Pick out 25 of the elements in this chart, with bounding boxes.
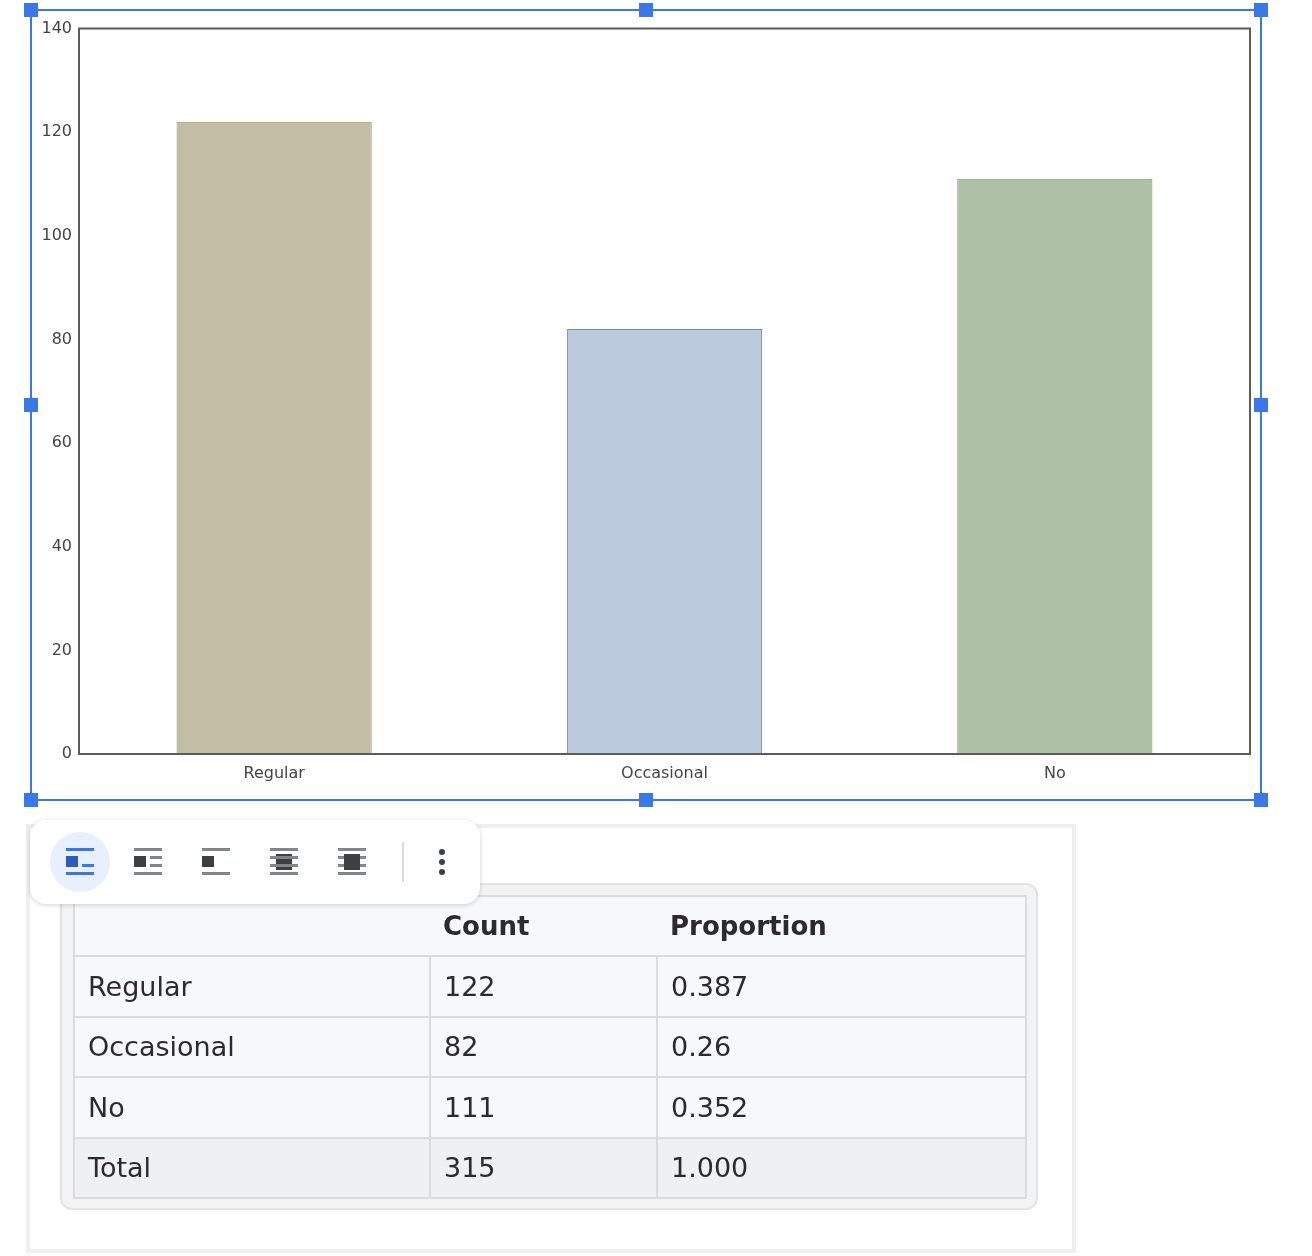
text: Total xyxy=(88,1152,152,1184)
category-label: No xyxy=(88,1091,125,1123)
y-tick-label: 20 xyxy=(51,639,72,659)
text: 0.387 xyxy=(671,971,749,1003)
text: 0.26 xyxy=(671,1031,732,1063)
y-tick-label: 40 xyxy=(51,535,72,555)
text: 82 xyxy=(444,1031,479,1063)
x-tick-label: Occasional xyxy=(621,762,708,782)
y-tick-label: 60 xyxy=(51,432,72,452)
text: Count xyxy=(443,911,530,942)
y-tick-label: 100 xyxy=(41,225,72,245)
text: Proportion xyxy=(670,911,827,942)
text: 0.352 xyxy=(671,1091,749,1123)
text: 122 xyxy=(444,971,496,1003)
category-label: Occasional xyxy=(88,1031,235,1063)
text: 1.000 xyxy=(671,1152,749,1184)
text: 111 xyxy=(444,1091,496,1123)
x-tick-label: No xyxy=(1043,762,1066,782)
x-tick-label: Regular xyxy=(243,762,306,782)
y-tick-label: 0 xyxy=(61,743,72,763)
category-label: Regular xyxy=(88,971,192,1003)
y-tick-label: 140 xyxy=(41,17,72,37)
y-tick-label: 120 xyxy=(41,121,72,141)
text: 315 xyxy=(444,1152,496,1184)
y-tick-label: 80 xyxy=(51,328,72,348)
